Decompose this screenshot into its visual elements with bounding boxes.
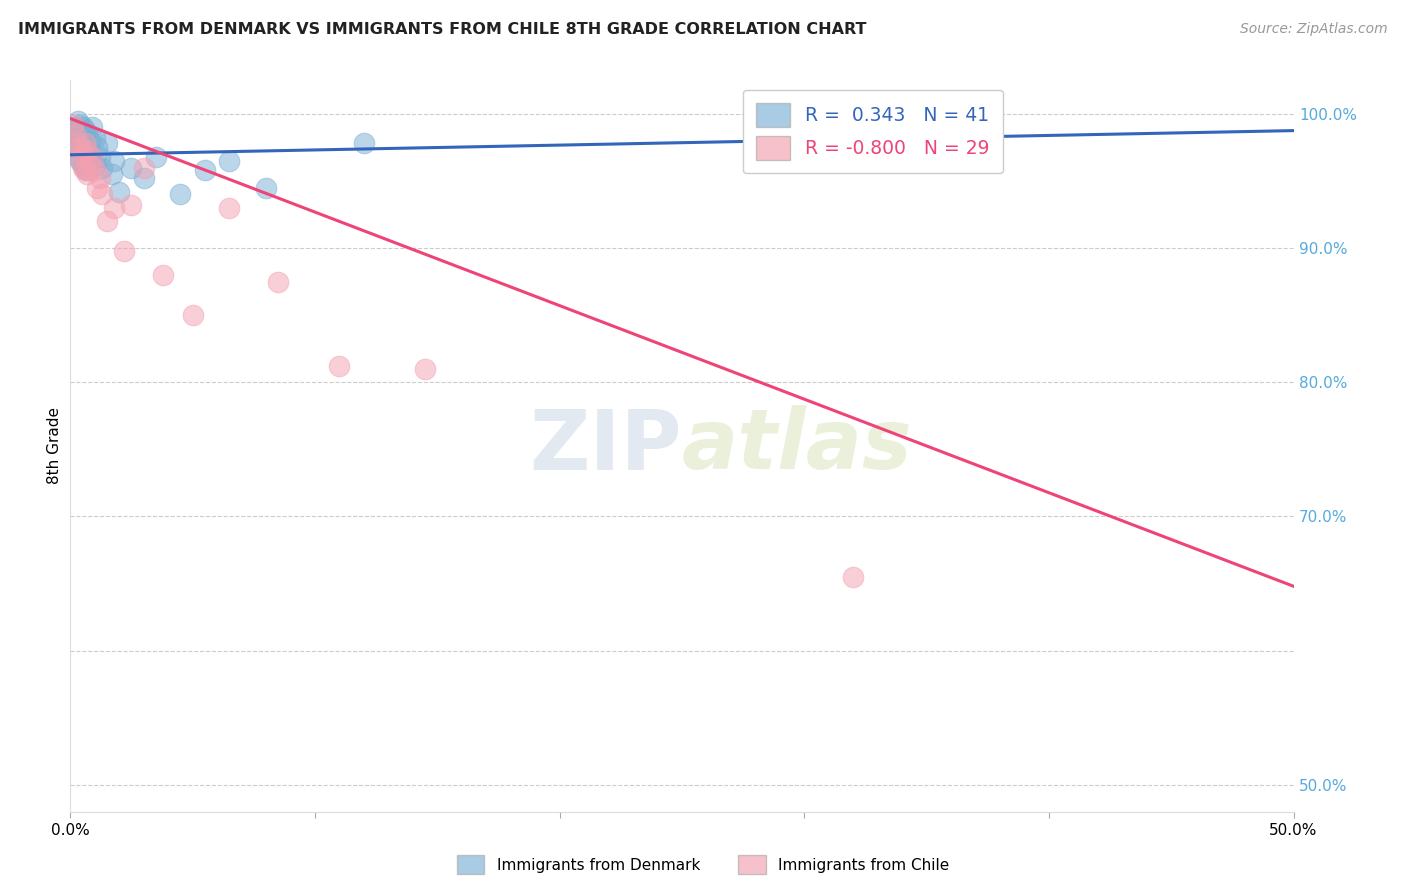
Y-axis label: 8th Grade: 8th Grade [46,408,62,484]
Legend: R =  0.343   N = 41, R = -0.800   N = 29: R = 0.343 N = 41, R = -0.800 N = 29 [744,90,1002,173]
Point [72,136,94,151]
Point [83,158,105,172]
Point [254,180,277,194]
Point [82,150,104,164]
Text: IMMIGRANTS FROM DENMARK VS IMMIGRANTS FROM CHILE 8TH GRADE CORRELATION CHART: IMMIGRANTS FROM DENMARK VS IMMIGRANTS FR… [18,22,866,37]
Point [72,158,94,172]
Point [72,161,94,175]
Point [66,131,89,145]
Point [353,136,375,151]
Point [63,140,86,154]
Point [76,167,98,181]
Point [62,127,84,141]
Point [76,145,98,159]
Point [73,123,96,137]
Point [66,136,89,151]
Point [413,361,436,376]
Point [103,153,125,168]
Point [66,150,89,164]
Point [89,171,111,186]
Point [218,201,240,215]
Point [69,153,91,168]
Point [152,268,174,282]
Point [121,198,143,212]
Point [76,145,98,159]
Point [132,171,155,186]
Point [267,275,290,289]
Point [73,140,96,154]
Point [91,187,114,202]
Point [69,140,91,154]
Point [744,131,766,145]
Point [73,161,96,175]
Point [79,158,101,172]
Point [96,136,118,151]
Point [76,163,98,178]
Point [169,187,191,202]
Point [103,201,125,215]
Point [91,161,114,175]
Point [76,127,98,141]
Point [73,136,96,151]
Point [328,359,350,373]
Legend: Immigrants from Denmark, Immigrants from Chile: Immigrants from Denmark, Immigrants from… [451,849,955,880]
Point [86,140,108,154]
Point [218,153,240,168]
Point [82,150,104,164]
Point [72,120,94,135]
Point [69,136,91,151]
Point [96,214,118,228]
Point [83,131,105,145]
Point [66,150,89,164]
Point [86,180,108,194]
Point [108,185,131,199]
Point [62,118,84,132]
Point [121,161,143,175]
Point [63,120,86,135]
Point [842,570,865,584]
Point [79,153,101,168]
Point [194,163,217,178]
Point [79,134,101,148]
Point [891,118,914,132]
Point [73,163,96,178]
Point [82,120,104,135]
Text: ZIP: ZIP [530,406,682,486]
Point [181,308,204,322]
Point [83,163,105,178]
Point [101,167,124,181]
Point [66,113,89,128]
Point [145,150,167,164]
Point [69,118,91,132]
Point [72,147,94,161]
Point [112,244,135,258]
Point [89,150,111,164]
Text: Source: ZipAtlas.com: Source: ZipAtlas.com [1240,22,1388,37]
Point [132,161,155,175]
Text: atlas: atlas [682,406,912,486]
Point [63,127,86,141]
